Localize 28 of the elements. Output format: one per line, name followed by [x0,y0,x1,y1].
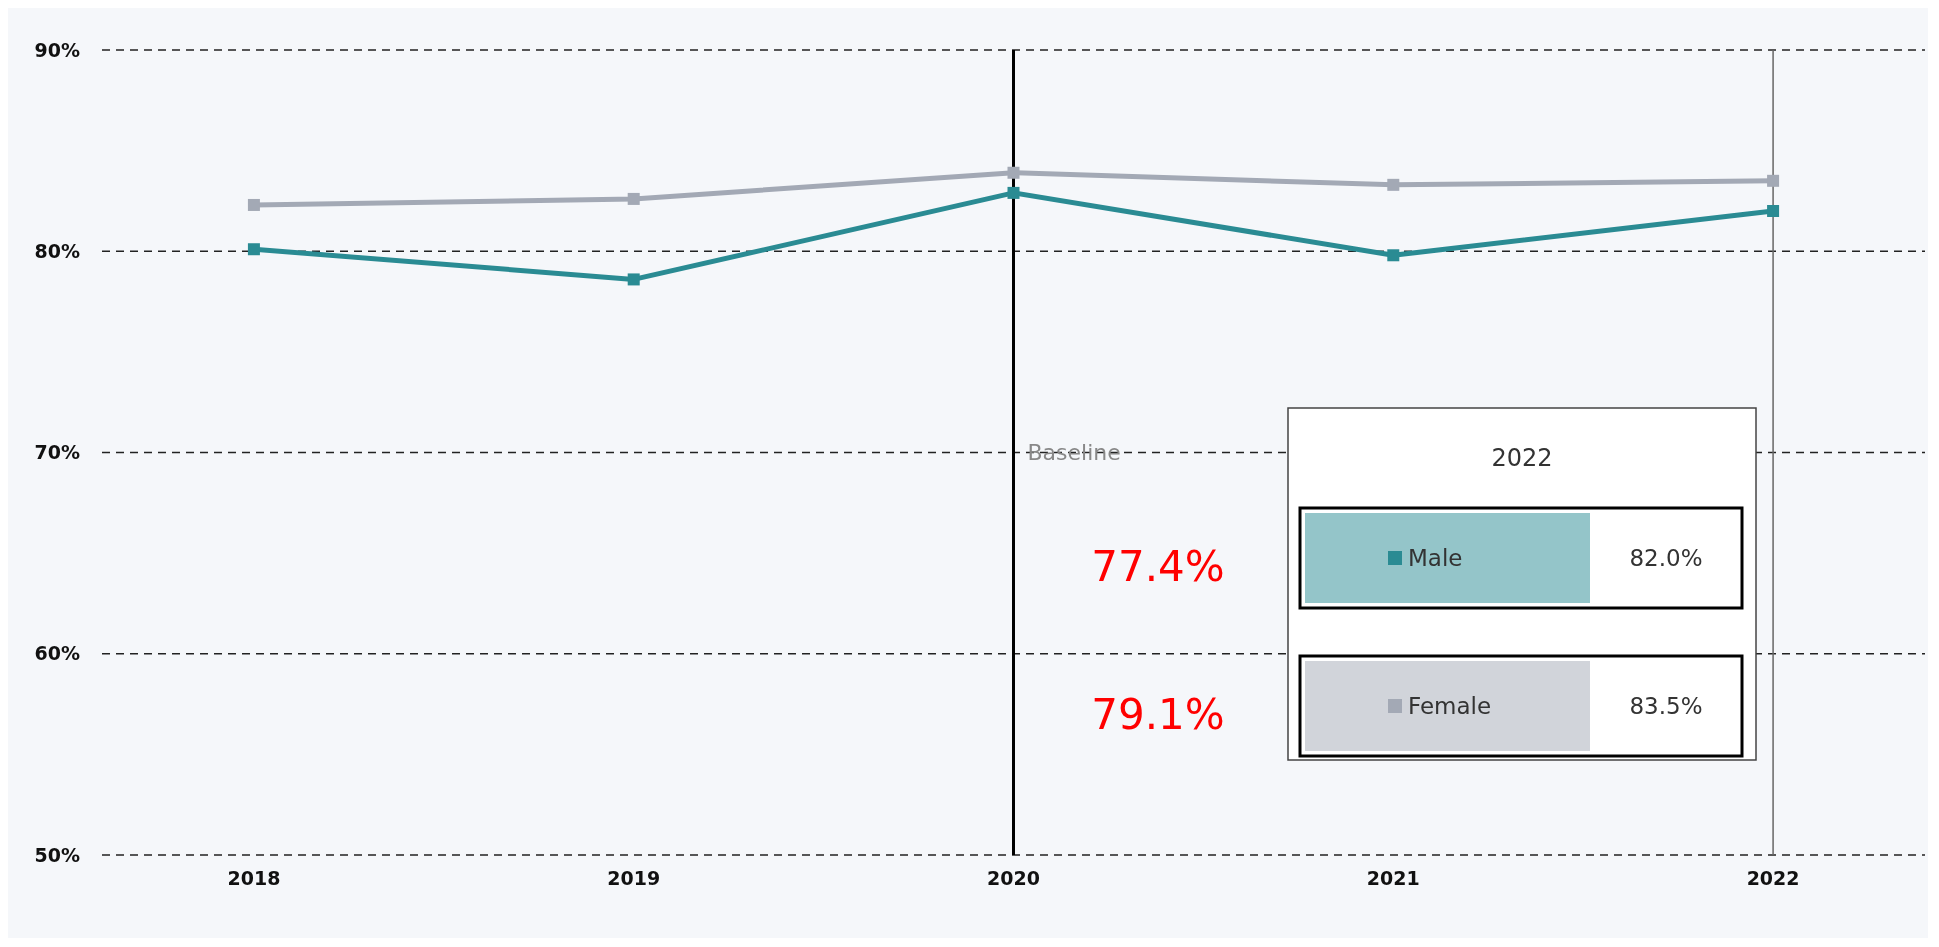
point [627,192,640,205]
x-tick-label: 2019 [607,867,661,889]
annotation: 83.5% [1629,693,1703,720]
y-tick-label: 60% [34,642,80,665]
y-tick-label: 80% [34,239,80,262]
x-tick-label: 2020 [987,867,1040,889]
legend-label: Male [1408,545,1463,572]
point [247,243,260,256]
annotation: 79.1% [1091,690,1225,739]
ref-line-label: Baseline [1027,439,1121,465]
annotation: 77.4% [1091,542,1225,591]
x-tick-label: 2021 [1366,867,1420,889]
point [1007,166,1020,179]
point [627,273,640,286]
annotation: 82.0% [1629,545,1703,572]
point [1387,178,1400,191]
y-tick-label: 90% [34,38,80,61]
y-tick-label: 50% [34,843,80,866]
point [1007,186,1020,199]
annotation: 2022 [1491,444,1553,472]
point [1387,249,1400,262]
y-tick-label: 70% [34,441,80,464]
point [1767,174,1780,187]
x-tick-label: 2022 [1746,867,1800,889]
point [1767,205,1780,217]
legend-label: Female [1408,693,1492,720]
x-tick-label: 2018 [227,867,281,889]
point [247,198,260,211]
